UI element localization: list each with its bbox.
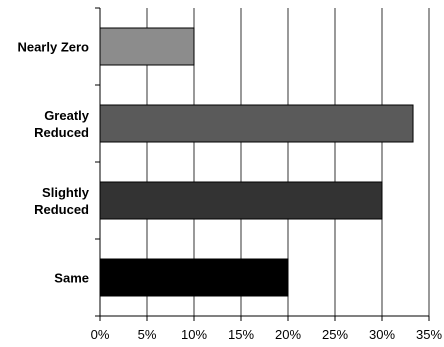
bar bbox=[99, 27, 195, 66]
x-tick-label: 25% bbox=[322, 327, 348, 342]
x-tick-label: 10% bbox=[181, 327, 207, 342]
x-tick-label: 35% bbox=[416, 327, 442, 342]
x-tick-label: 15% bbox=[228, 327, 254, 342]
bar bbox=[99, 104, 414, 143]
category-label-line: Reduced bbox=[34, 125, 89, 140]
x-tick-label: 20% bbox=[275, 327, 301, 342]
category-label-line: Reduced bbox=[34, 202, 89, 217]
category-label: Greatly Reduced bbox=[34, 108, 90, 140]
axes bbox=[95, 7, 430, 321]
category-label-line: Greatly bbox=[44, 108, 90, 123]
category-label: Nearly Zero bbox=[17, 40, 89, 55]
category-label-line: Nearly Zero bbox=[17, 40, 89, 55]
bar bbox=[99, 258, 289, 297]
category-label: Slightly Reduced bbox=[34, 185, 90, 217]
x-tick-label: 5% bbox=[138, 327, 157, 342]
bars bbox=[99, 27, 414, 297]
x-tick-label: 30% bbox=[369, 327, 395, 342]
x-tick-label: 0% bbox=[91, 327, 110, 342]
category-label-line: Same bbox=[54, 271, 89, 286]
labels: 0% 5% 10% 15% 20% 25% 30% 35% Nearly Zero Greatly… bbox=[17, 40, 442, 343]
category-label-line: Slightly bbox=[42, 185, 90, 200]
bar bbox=[99, 181, 383, 220]
category-label: Same bbox=[54, 271, 89, 286]
